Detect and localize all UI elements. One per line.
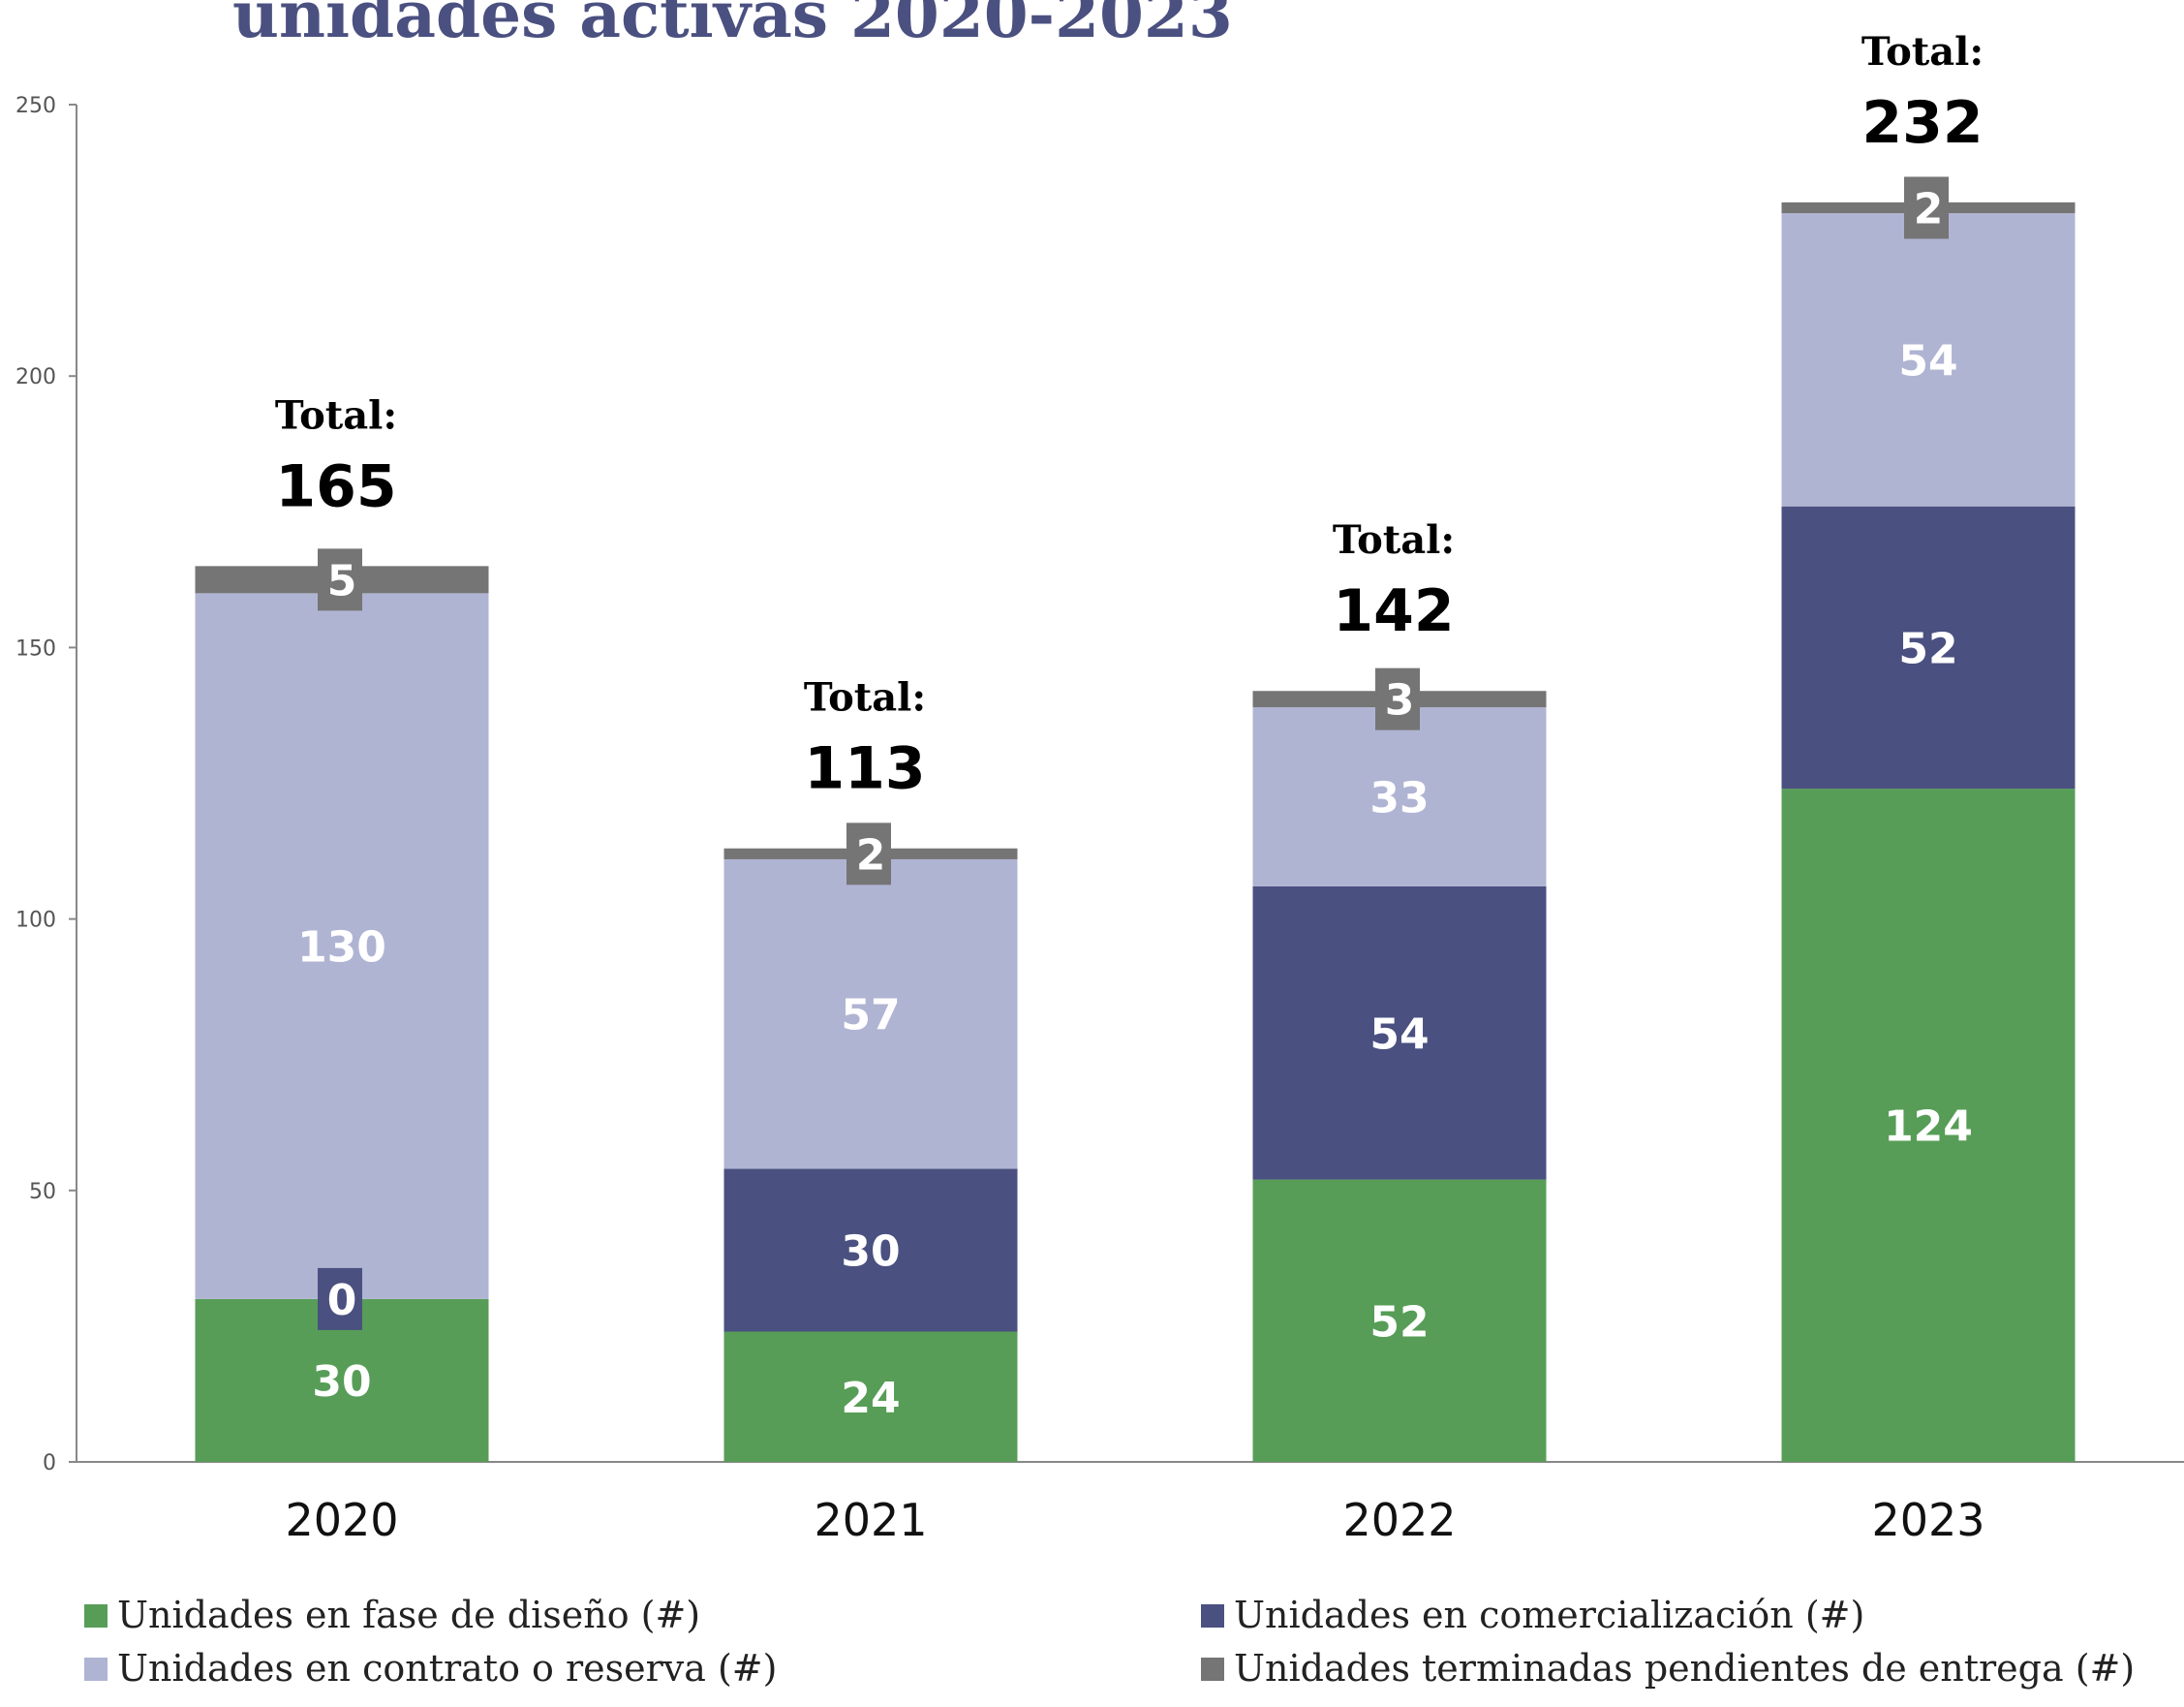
data-label: 124	[1884, 1102, 1973, 1152]
y-tick-label: 200	[15, 365, 56, 389]
legend-label: Unidades en comercialización (#)	[1234, 1594, 1864, 1636]
data-label: 57	[841, 991, 900, 1040]
data-label: 3	[1385, 676, 1415, 726]
y-tick-label: 150	[15, 636, 56, 661]
y-tick-label: 250	[15, 94, 56, 118]
data-label: 52	[1369, 1297, 1429, 1347]
data-label: 130	[297, 923, 386, 973]
total-value: 142	[1333, 577, 1454, 645]
data-label: 52	[1898, 624, 1957, 673]
y-tick-label: 50	[29, 1180, 56, 1204]
legend-label: Unidades en fase de diseño (#)	[117, 1594, 700, 1636]
bar-segment	[1781, 213, 2076, 507]
total-value: 165	[275, 452, 396, 520]
total-value: 113	[804, 735, 925, 803]
data-label: 2	[856, 830, 886, 880]
legend-swatch	[1201, 1658, 1224, 1681]
data-label-box	[1375, 667, 1420, 730]
bar-segment	[723, 1331, 1018, 1462]
bar-segment	[195, 593, 489, 1299]
data-label: 2	[1914, 184, 1944, 233]
x-tick-label: 2020	[285, 1494, 398, 1546]
legend-swatch	[84, 1604, 108, 1628]
y-tick-label: 0	[43, 1451, 56, 1475]
total-caption: Total:	[804, 675, 926, 721]
bar-segment	[723, 1168, 1018, 1332]
data-label: 24	[841, 1374, 900, 1423]
data-label: 30	[841, 1226, 900, 1276]
data-label: 54	[1369, 1009, 1429, 1059]
data-label: 30	[312, 1357, 371, 1407]
legend-label: Unidades en contrato o reserva (#)	[117, 1647, 777, 1690]
x-tick-label: 2022	[1342, 1494, 1456, 1546]
legend-swatch	[84, 1658, 108, 1681]
total-caption: Total:	[275, 392, 397, 438]
legend: Unidades en fase de diseño (#) Unidades e…	[84, 1594, 2135, 1690]
data-label: 33	[1369, 774, 1429, 823]
legend-label: Unidades terminadas pendientes de entreg…	[1234, 1647, 2135, 1690]
data-label: 5	[327, 556, 357, 605]
bar-segment	[1252, 885, 1547, 1180]
chart-title: unidades activas 2020-2023	[232, 0, 1233, 52]
bar-segment	[1252, 1179, 1547, 1462]
data-label: 54	[1898, 336, 1957, 386]
data-label-box	[318, 548, 362, 611]
data-label: 0	[327, 1276, 357, 1325]
total-caption: Total:	[1333, 517, 1455, 563]
total-value: 232	[1861, 89, 1983, 157]
bar-segment	[1781, 506, 2076, 790]
x-tick-label: 2023	[1871, 1494, 1984, 1546]
total-labels: Total: 165 Total: 113 Total: 142 Total: 232	[275, 29, 1984, 803]
legend-swatch	[1201, 1604, 1224, 1628]
y-tick-label: 100	[15, 909, 56, 933]
bars	[195, 202, 2076, 1462]
x-tick-label: 2021	[814, 1494, 927, 1546]
data-label-box	[846, 822, 891, 885]
bar-segment	[1781, 789, 2076, 1462]
total-caption: Total:	[1861, 29, 1984, 75]
bar-segment	[723, 858, 1018, 1169]
data-label-box	[318, 1267, 362, 1330]
data-label-box	[1904, 176, 1949, 239]
bar-segment	[1252, 707, 1547, 886]
